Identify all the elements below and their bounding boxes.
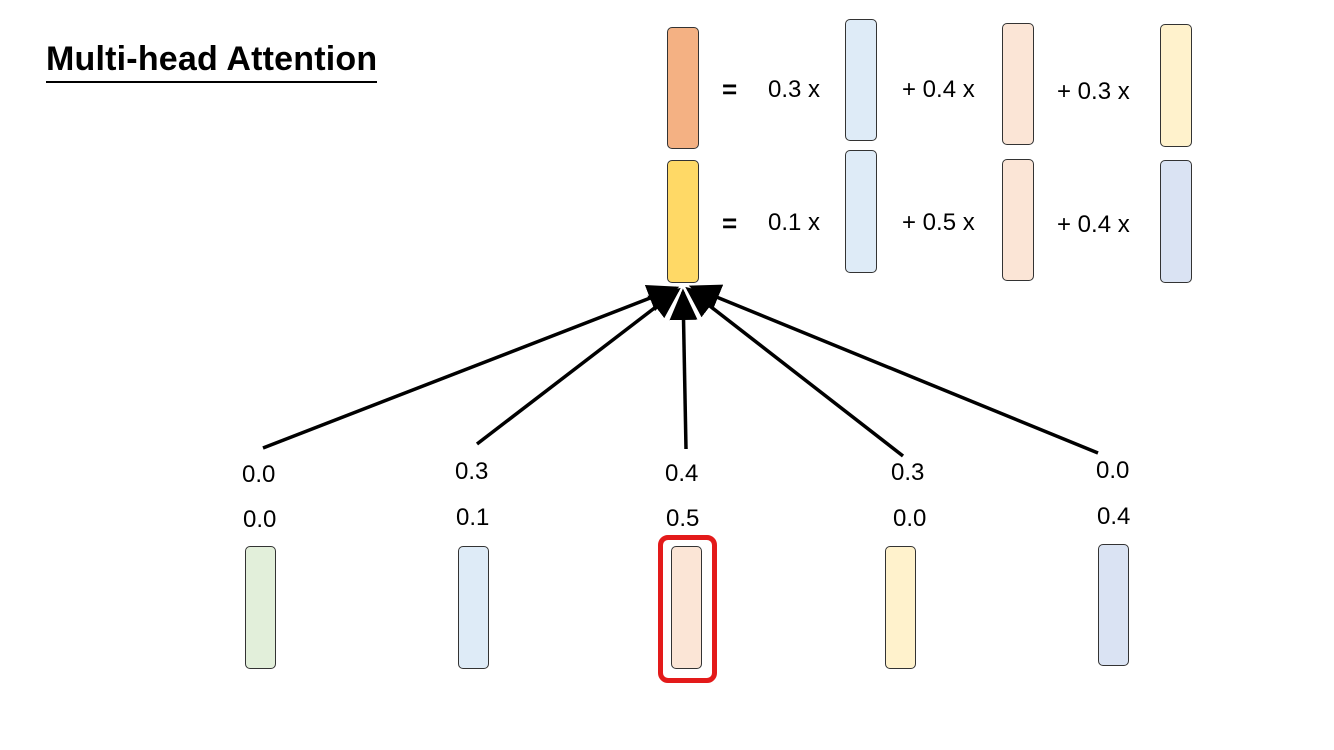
equation-1-term-1: 0.3 x: [768, 76, 821, 103]
equation-2-vector-1: [845, 150, 877, 273]
token-vector-4: [885, 546, 916, 669]
equation-2-term-3: + 0.4 x: [1057, 211, 1130, 238]
token-vector-2: [458, 546, 489, 669]
arrow-from-token-3: [669, 288, 698, 450]
token-2-weight-head2: 0.1: [456, 504, 490, 531]
output-vector-head1: [667, 27, 699, 149]
equation-1-vector-3: [1160, 24, 1192, 147]
output-vector-head2: [667, 160, 699, 283]
equals-sign-1: =: [722, 74, 738, 104]
equation-2-vector-3: [1160, 160, 1192, 283]
token-3-weight-head2: 0.5: [666, 505, 700, 532]
equation-2-term-2: + 0.5 x: [902, 209, 975, 236]
arrow-from-token-1: [262, 285, 680, 450]
token-3-weight-head1: 0.4: [665, 460, 699, 487]
selected-token-highlight: [658, 535, 717, 683]
page-title: Multi-head Attention: [46, 40, 378, 83]
token-2-weight-head1: 0.3: [455, 458, 489, 485]
token-5-weight-head2: 0.4: [1097, 503, 1131, 530]
token-vector-3: [671, 546, 702, 669]
equation-1-vector-1: [845, 19, 877, 141]
equation-1-term-3: + 0.3 x: [1057, 78, 1130, 105]
arrow-from-token-4: [685, 286, 905, 458]
token-5-weight-head1: 0.0: [1096, 457, 1130, 484]
token-vector-5: [1098, 544, 1129, 666]
token-1-weight-head2: 0.0: [243, 506, 277, 533]
arrow-from-token-5: [688, 284, 1099, 455]
token-vector-1: [245, 546, 276, 669]
equation-2-term-1: 0.1 x: [768, 209, 821, 236]
token-4-weight-head2: 0.0: [893, 505, 927, 532]
arrow-from-token-2: [475, 287, 681, 446]
equation-2-vector-2: [1002, 159, 1034, 281]
equation-1-term-2: + 0.4 x: [902, 76, 975, 103]
equals-sign-2: =: [722, 208, 738, 238]
token-4-weight-head1: 0.3: [891, 459, 925, 486]
equation-1-vector-2: [1002, 23, 1034, 145]
token-1-weight-head1: 0.0: [242, 461, 276, 488]
